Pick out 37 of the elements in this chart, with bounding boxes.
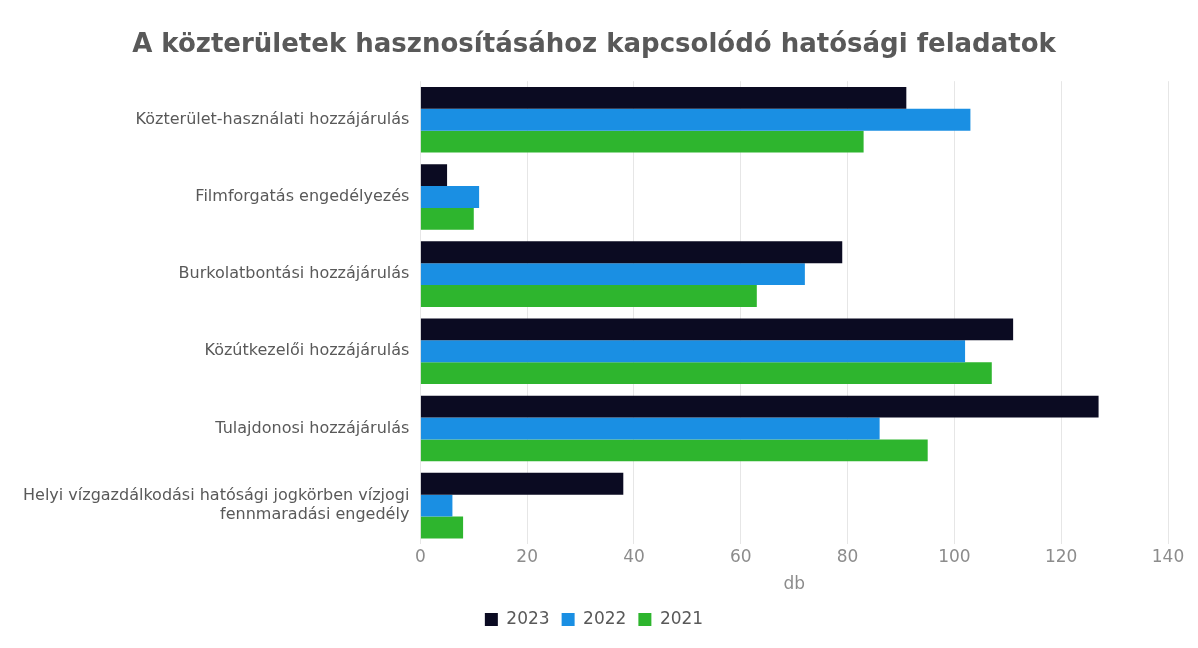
- bar: [420, 362, 992, 385]
- y-tick-label: Tulajdonosi hozzájárulás: [214, 417, 410, 437]
- bar: [420, 263, 805, 286]
- x-tick-label: 40: [623, 545, 645, 566]
- bar: [420, 207, 474, 230]
- bar: [420, 494, 453, 517]
- x-tick-label: 20: [516, 545, 538, 566]
- bar: [420, 164, 448, 187]
- legend-label: 2022: [583, 607, 627, 628]
- bar: [420, 318, 1014, 341]
- x-tick-label: 0: [414, 545, 426, 566]
- y-tick-label: Közterület-használati hozzájárulás: [135, 108, 410, 128]
- bar: [420, 285, 757, 307]
- x-tick-label: 100: [938, 545, 971, 566]
- x-axis-title: db: [783, 573, 805, 594]
- bar: [420, 241, 843, 264]
- x-tick-label: 80: [836, 545, 859, 566]
- legend-label: 2023: [506, 607, 550, 628]
- chart-title: A közterületek hasznosításához kapcsolódó hatósági feladatok: [132, 28, 1057, 59]
- bar: [420, 186, 480, 208]
- bar: [420, 340, 966, 363]
- bar: [420, 395, 1099, 418]
- y-tick-label: Burkolatbontási hozzájárulás: [178, 263, 410, 283]
- x-tick-label: 120: [1044, 545, 1078, 566]
- x-tick-label: 140: [1151, 545, 1185, 566]
- legend-label: 2021: [659, 607, 704, 628]
- bar: [420, 516, 464, 539]
- bar: [420, 86, 907, 109]
- bar: [420, 439, 928, 462]
- bar: [420, 108, 971, 131]
- bar: [420, 130, 864, 153]
- y-tick-label: Helyi vízgazdálkodási hatósági jogkörben vízjogi fennmaradási engedély: [23, 485, 410, 524]
- bar: [420, 417, 880, 440]
- x-tick-label: 60: [729, 545, 752, 566]
- bar: [420, 472, 624, 495]
- y-tick-label: Filmforgatás engedélyezés: [195, 186, 410, 206]
- y-tick-label: Közútkezelői hozzájárulás: [204, 340, 410, 360]
